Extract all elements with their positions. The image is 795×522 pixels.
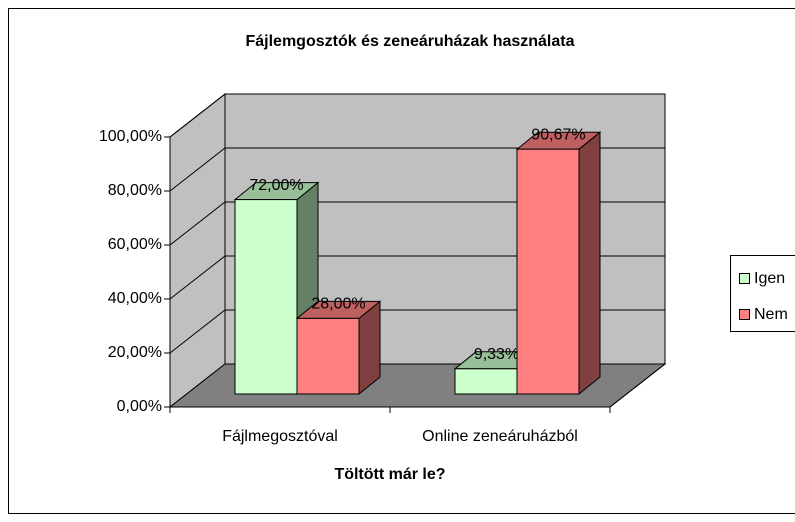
bar: [295, 300, 382, 396]
legend-label: Nem: [754, 306, 788, 323]
chart-title: Fájlemgosztók és zeneáruházak használata: [245, 33, 574, 50]
bar-front: [234, 199, 298, 395]
bar: [233, 181, 320, 396]
x-axis-title: Töltött már le?: [334, 466, 445, 483]
y-tick-label: 0,00%: [117, 398, 162, 415]
legend-label: Igen: [754, 270, 785, 287]
y-tick-label: 20,00%: [108, 344, 162, 361]
bar-front: [516, 148, 580, 395]
bar: [515, 131, 602, 396]
legend-swatch: [739, 273, 750, 284]
data-label: 90,67%: [531, 126, 585, 143]
data-label: 72,00%: [249, 177, 303, 194]
x-tick-label: Fájlmegosztóval: [222, 428, 338, 445]
y-tick-label: 100,00%: [99, 128, 162, 145]
legend-swatch: [739, 309, 750, 320]
bar-front: [454, 368, 518, 395]
grid-line: [169, 93, 665, 138]
side-wall: [169, 92, 226, 409]
y-tick-label: 80,00%: [108, 182, 162, 199]
x-tick-label: Online zeneáruházból: [422, 428, 578, 445]
bar-front: [296, 317, 360, 395]
y-tick-label: 60,00%: [108, 236, 162, 253]
data-label: 28,00%: [311, 296, 365, 313]
data-label: 9,33%: [474, 346, 519, 363]
bar-side: [578, 131, 601, 396]
y-tick-label: 40,00%: [108, 290, 162, 307]
floor-edge: [609, 363, 666, 408]
